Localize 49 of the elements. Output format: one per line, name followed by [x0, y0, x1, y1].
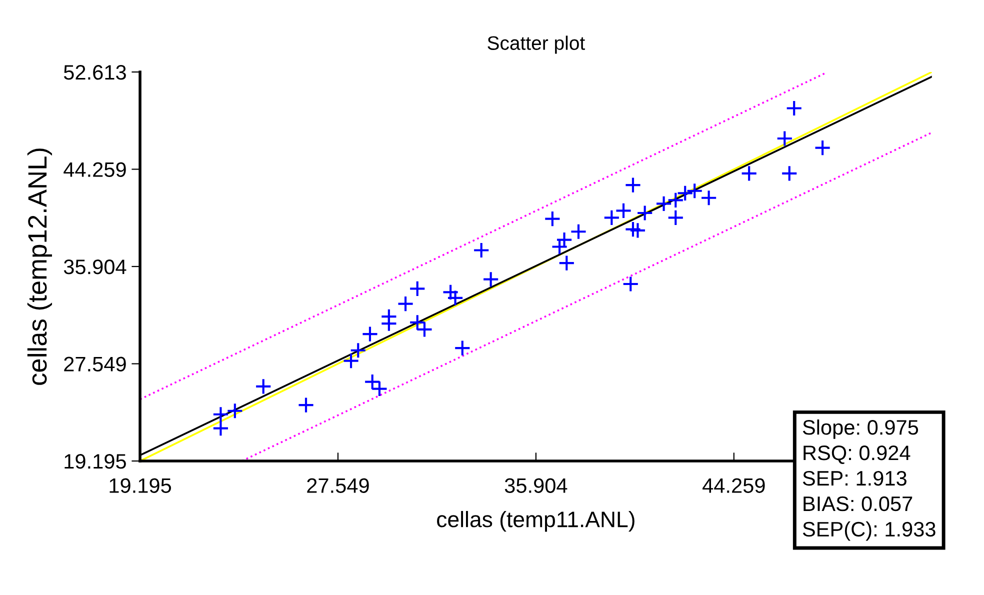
point	[362, 326, 378, 342]
y-tick-label: 35.904	[64, 260, 126, 274]
y-tick-label: 52.613	[64, 64, 126, 80]
y-axis-title: cellas (temp12.ANL)	[27, 148, 52, 385]
x-axis-title: cellas (temp11.ANL)	[437, 510, 634, 532]
point	[814, 139, 831, 156]
point	[781, 165, 798, 182]
point	[482, 271, 500, 288]
point	[615, 202, 632, 219]
point	[624, 220, 642, 238]
point	[255, 378, 272, 395]
point	[371, 380, 388, 398]
y-tick-label: 19.195	[64, 454, 126, 469]
point	[409, 314, 426, 331]
point	[700, 190, 718, 206]
point	[655, 195, 672, 212]
point	[212, 420, 230, 437]
chart-title: Scatter plot	[488, 36, 585, 54]
point	[212, 406, 230, 423]
point	[446, 290, 464, 306]
point	[544, 210, 561, 228]
point	[397, 295, 414, 312]
point	[686, 182, 703, 200]
point	[624, 176, 642, 194]
x-tick-label: 27.549	[307, 478, 369, 493]
x-tick-label: 19.195	[110, 478, 172, 493]
point	[786, 100, 802, 117]
point	[603, 209, 620, 226]
point	[776, 130, 793, 147]
point	[667, 209, 684, 226]
point	[298, 396, 314, 414]
point	[629, 222, 646, 239]
annotation: Slope: 0.975 RSQ: 0.924 SEP: 1.913 BIAS: 0.057 SEP(C): 1.933	[802, 419, 936, 541]
point	[364, 373, 381, 390]
point	[416, 321, 433, 338]
x-tick-label: 44.259	[702, 478, 765, 493]
point	[622, 276, 639, 292]
point	[454, 340, 471, 356]
point	[570, 223, 587, 240]
x-tick-label: 35.904	[504, 478, 568, 493]
point	[558, 254, 575, 272]
point	[226, 402, 244, 420]
point	[409, 280, 426, 297]
y-tick-label: 44.259	[64, 162, 126, 177]
point	[740, 165, 758, 182]
point	[636, 204, 654, 222]
y-tick-label: 27.549	[64, 356, 126, 372]
point	[473, 242, 490, 259]
point	[442, 284, 459, 300]
